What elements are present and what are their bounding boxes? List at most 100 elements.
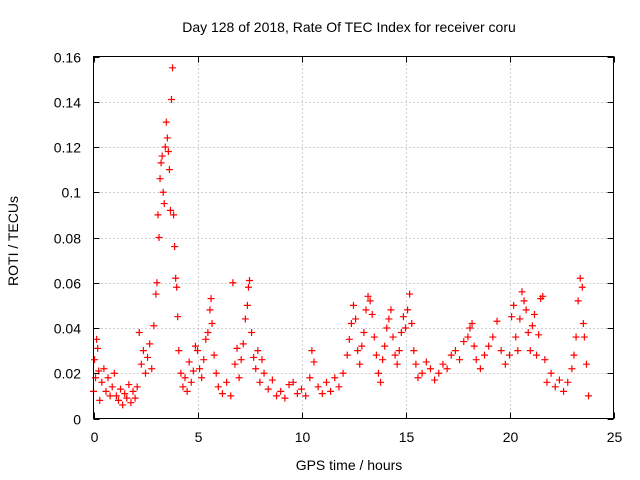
data-point — [379, 356, 387, 364]
data-point — [456, 356, 464, 364]
data-point — [194, 347, 201, 355]
data-point — [362, 306, 370, 314]
x-tick-label: 5 — [195, 429, 203, 445]
data-point — [153, 279, 161, 287]
data-point — [318, 390, 326, 398]
data-point — [117, 385, 125, 393]
data-point — [172, 274, 180, 282]
y-tick-label: 0.04 — [54, 321, 81, 337]
data-point — [161, 143, 169, 151]
data-point — [360, 329, 368, 337]
data-point — [397, 329, 405, 337]
data-point — [112, 392, 120, 400]
data-point — [174, 313, 182, 321]
data-point — [476, 365, 484, 373]
data-point — [447, 351, 455, 359]
data-point — [121, 390, 129, 398]
data-point — [426, 365, 434, 373]
plot-frame — [93, 56, 614, 419]
y-tick-label: 0.12 — [54, 140, 81, 156]
data-point — [189, 367, 197, 375]
data-point — [310, 358, 318, 366]
x-tick-label: 0 — [91, 429, 99, 445]
data-point — [252, 365, 260, 373]
data-point — [179, 383, 187, 391]
data-point — [464, 333, 472, 341]
data-point — [177, 369, 185, 377]
data-point — [422, 358, 430, 366]
data-point — [322, 378, 330, 386]
data-point — [160, 200, 168, 208]
y-tick-label: 0.16 — [54, 50, 81, 66]
data-point — [570, 351, 578, 359]
data-point — [431, 376, 439, 384]
data-point — [123, 394, 131, 402]
data-point — [125, 381, 133, 389]
data-point — [568, 365, 576, 373]
data-point — [191, 342, 199, 350]
data-point — [250, 353, 258, 361]
data-point — [387, 306, 395, 314]
data-point — [533, 351, 541, 359]
data-point — [163, 134, 171, 142]
data-point — [578, 283, 586, 291]
data-point — [412, 360, 420, 368]
data-point — [254, 347, 262, 355]
data-point — [110, 369, 118, 377]
data-point — [468, 319, 476, 327]
data-point — [516, 315, 524, 323]
data-point — [489, 333, 497, 341]
y-tick-label: 0.08 — [54, 231, 81, 247]
axis-ticks: 0 5 10 15 20 25 0 0.02 0.04 0.06 0.08 0.1 0.12 0.14 0.… — [54, 50, 623, 446]
data-point — [114, 396, 122, 404]
data-point — [157, 159, 165, 167]
data-point — [208, 319, 216, 327]
y-tick-label: 0.1 — [62, 185, 82, 201]
data-point — [547, 369, 555, 377]
y-tick-label: 0 — [73, 412, 81, 428]
data-point — [256, 378, 264, 386]
data-point — [170, 211, 178, 219]
data-point — [237, 356, 245, 364]
data-point — [535, 331, 543, 339]
data-point — [158, 152, 166, 160]
data-point — [377, 378, 385, 386]
data-point — [207, 295, 215, 303]
x-tick-label: 20 — [503, 429, 519, 445]
data-point — [159, 188, 167, 196]
data-point — [466, 324, 474, 332]
data-point — [408, 319, 416, 327]
data-point — [485, 342, 493, 350]
data-point — [298, 385, 305, 393]
data-point — [308, 347, 316, 355]
data-point — [524, 329, 532, 337]
data-point — [206, 306, 214, 314]
data-point — [187, 378, 195, 386]
data-point — [198, 374, 206, 382]
data-point — [185, 358, 193, 366]
data-point — [302, 392, 310, 400]
data-point — [173, 283, 181, 291]
data-point — [481, 351, 489, 359]
data-point — [200, 356, 208, 364]
data-point — [579, 319, 587, 327]
data-point — [404, 306, 412, 314]
data-point — [91, 356, 99, 364]
data-point — [395, 347, 403, 355]
data-point — [264, 385, 272, 393]
data-point — [530, 310, 538, 318]
data-point — [402, 324, 409, 332]
data-point — [506, 351, 513, 359]
data-point — [155, 234, 163, 241]
data-point — [229, 279, 237, 287]
y-axis-label: ROTI / TECUs — [5, 196, 21, 286]
data-point — [281, 394, 289, 402]
data-point — [306, 374, 314, 382]
data-point — [144, 353, 152, 361]
data-point — [243, 301, 251, 309]
data-point — [181, 374, 189, 382]
data-point — [169, 64, 177, 72]
data-point — [501, 360, 509, 368]
data-point — [227, 392, 235, 400]
data-point — [289, 378, 297, 386]
